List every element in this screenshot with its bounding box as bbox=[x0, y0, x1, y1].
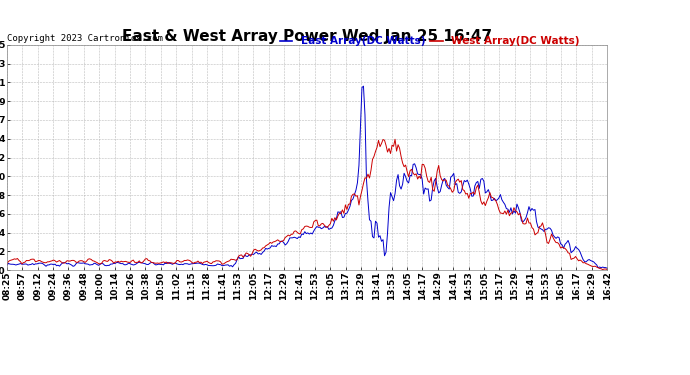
Legend: East Array(DC Watts), West Array(DC Watts): East Array(DC Watts), West Array(DC Watt… bbox=[276, 32, 584, 51]
Title: East & West Array Power Wed Jan 25 16:47: East & West Array Power Wed Jan 25 16:47 bbox=[122, 29, 492, 44]
Text: Copyright 2023 Cartronics.com: Copyright 2023 Cartronics.com bbox=[7, 34, 163, 43]
